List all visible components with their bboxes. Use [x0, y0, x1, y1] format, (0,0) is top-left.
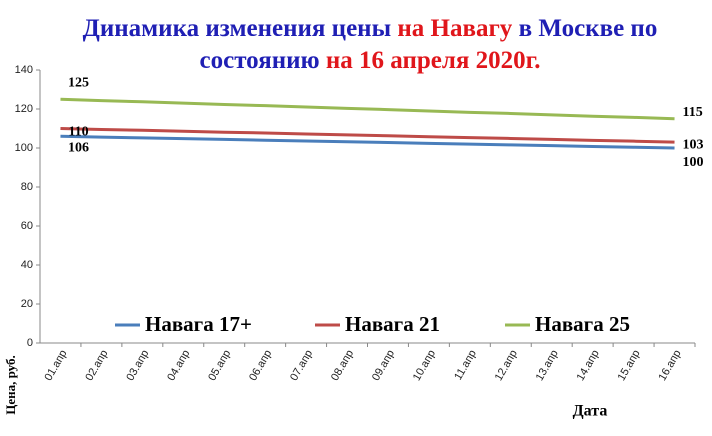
series-line — [60, 97, 675, 121]
title-part: на 16 апреля 2020г. — [326, 47, 541, 74]
y-axis-label: Цена, руб. — [3, 355, 18, 415]
x-tick-label: 12.апр — [493, 348, 520, 383]
data-label: 125 — [68, 75, 89, 90]
chart-title: Динамика изменения цены на Навагу в Моск… — [83, 15, 658, 42]
y-tick-label: 20 — [21, 298, 33, 310]
x-tick-label: 07.апр — [288, 348, 315, 383]
y-tick-label: 80 — [21, 181, 33, 193]
x-tick-label: 02.апр — [83, 348, 110, 383]
legend-label: Навага 17+ — [145, 312, 252, 336]
title-part: состоянию — [200, 47, 326, 74]
series-line — [60, 134, 675, 150]
x-tick-label: 14.апр — [575, 348, 602, 383]
x-tick-label: 15.апр — [616, 348, 643, 383]
chart-title: состоянию на 16 апреля 2020г. — [200, 47, 541, 74]
y-tick-label: 100 — [15, 142, 33, 154]
data-label: 106 — [68, 141, 89, 156]
title-part: в Москве по — [512, 15, 657, 42]
legend-label: Навага 21 — [345, 312, 440, 336]
legend-label: Навага 25 — [535, 312, 630, 336]
x-tick-label: 13.апр — [534, 348, 561, 383]
title-part: на Навагу — [397, 15, 512, 42]
x-tick-label: 04.апр — [165, 348, 192, 383]
data-label: 100 — [683, 155, 704, 170]
y-tick-label: 0 — [27, 337, 33, 349]
data-label: 110 — [68, 125, 88, 140]
x-tick-label: 10.апр — [411, 348, 438, 383]
x-tick-label: 09.апр — [370, 348, 397, 383]
y-tick-label: 60 — [21, 220, 33, 232]
data-label: 115 — [683, 105, 703, 120]
title-part: Динамика изменения цены — [83, 15, 398, 42]
x-tick-label: 03.апр — [124, 348, 151, 383]
x-tick-label: 06.апр — [247, 348, 274, 383]
x-tick-label: 08.апр — [329, 348, 356, 383]
x-tick-label: 16.апр — [657, 348, 684, 383]
data-label: 103 — [683, 137, 704, 152]
series-line — [60, 127, 675, 144]
y-tick-label: 140 — [15, 64, 33, 76]
x-axis-label: Дата — [573, 403, 608, 420]
x-tick-label: 01.апр — [42, 348, 69, 383]
y-tick-label: 120 — [15, 103, 33, 115]
y-tick-label: 40 — [21, 259, 33, 271]
x-tick-label: 11.апр — [452, 348, 479, 382]
x-tick-label: 05.апр — [206, 348, 233, 383]
